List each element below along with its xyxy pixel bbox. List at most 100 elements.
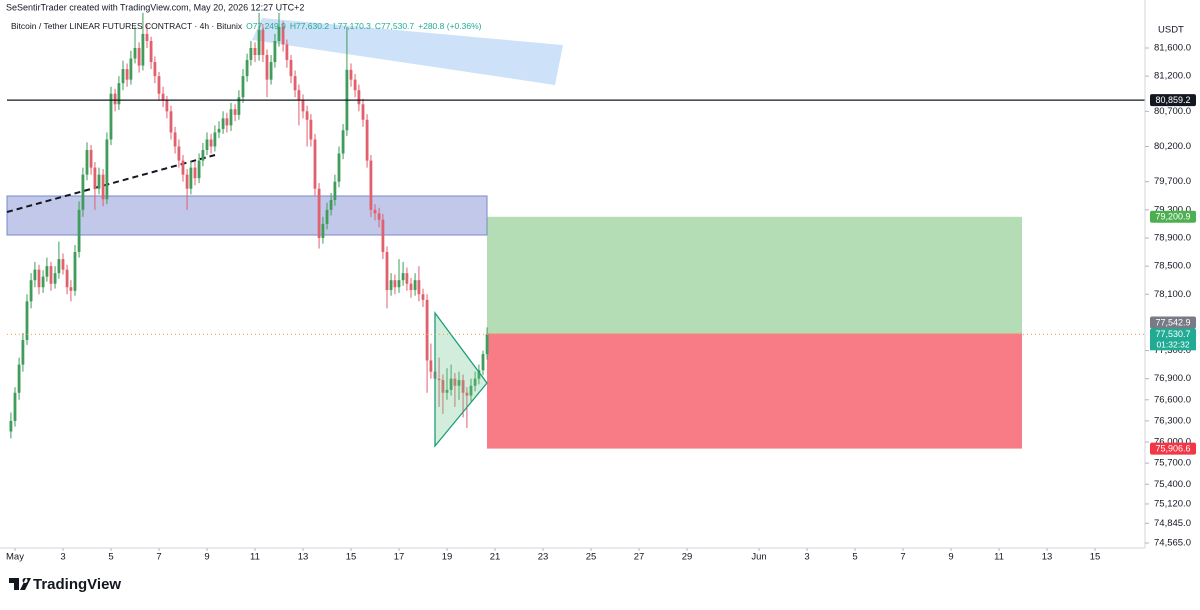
candle-body <box>245 59 249 77</box>
candle-body <box>221 118 225 129</box>
candle-body <box>457 380 461 386</box>
candle-body <box>385 252 389 291</box>
candle-body <box>241 76 245 98</box>
candle-body <box>133 47 137 59</box>
candle-body <box>453 378 457 386</box>
candle-body <box>57 259 61 274</box>
candle-body <box>321 223 325 238</box>
candle-body <box>465 392 469 396</box>
ohlc: O77,249.9 <box>246 21 286 31</box>
price-tag <box>1150 328 1196 341</box>
logo: TradingView <box>9 576 121 593</box>
candle-body <box>37 269 41 288</box>
candle-body <box>129 58 133 80</box>
y-tick-label: 75,700.0 <box>1154 458 1191 469</box>
candle-body <box>309 119 313 140</box>
candle-body <box>33 269 37 281</box>
candle-body <box>329 199 333 210</box>
x-tick-label: 21 <box>490 552 501 563</box>
candle-body <box>445 389 449 393</box>
candle-body <box>29 280 33 302</box>
ohlc: C77,530.7 <box>375 21 414 31</box>
candle-body <box>189 167 193 189</box>
candle-body <box>377 213 381 220</box>
candle-body <box>485 334 489 355</box>
candle-body <box>81 174 85 210</box>
drawings <box>6 18 563 236</box>
candle-body <box>117 83 121 105</box>
logo-icon <box>9 578 31 590</box>
triangle-drawing <box>434 311 488 448</box>
candle-body <box>361 104 365 120</box>
candle-body <box>425 299 429 361</box>
candle-body <box>469 385 473 396</box>
candle-body <box>193 167 197 179</box>
x-tick-label: 5 <box>108 552 113 563</box>
x-tick-label: May <box>6 552 24 563</box>
candle-body <box>69 287 73 291</box>
x-tick-label: 3 <box>60 552 65 563</box>
candle-body <box>373 209 377 214</box>
candle-body <box>437 378 441 381</box>
candle-body <box>169 111 173 133</box>
candle-body <box>77 209 81 253</box>
candle-body <box>273 40 277 63</box>
candle-body <box>461 380 465 393</box>
candle-body <box>229 109 233 126</box>
candle-body <box>181 160 185 175</box>
candle-body <box>233 109 237 115</box>
x-tick-label: 29 <box>682 552 693 563</box>
candle-body <box>61 259 65 270</box>
candle-body <box>45 266 49 277</box>
x-tick-label: 7 <box>900 552 905 563</box>
candle-body <box>157 76 161 94</box>
candle-body <box>41 276 45 288</box>
candle-body <box>317 188 321 238</box>
x-tick-label: 5 <box>852 552 857 563</box>
candle-body <box>277 26 281 41</box>
y-tick-label: 80,700.0 <box>1154 106 1191 117</box>
candle-body <box>393 280 397 288</box>
x-tick-label: 7 <box>156 552 161 563</box>
stop-zone <box>487 333 1022 449</box>
x-tick-label: 25 <box>586 552 597 563</box>
candle-body <box>253 47 257 56</box>
candle-body <box>285 44 289 60</box>
y-tick-label: 80,200.0 <box>1154 141 1191 152</box>
y-tick-label: 76,000.0 <box>1154 437 1191 448</box>
price-tag <box>1150 210 1196 223</box>
candle-body <box>197 160 201 179</box>
axes: 81,600.0 81,200.0 80,700.0 80,200.0 79,700.0… <box>6 43 1191 563</box>
candle-body <box>481 354 485 371</box>
price-tag <box>1150 442 1196 455</box>
y-tick-label: 76,300.0 <box>1154 415 1191 426</box>
x-tick-label: 11 <box>250 552 260 563</box>
candle-body <box>161 93 165 101</box>
trend-line <box>6 154 216 213</box>
candle-body <box>397 280 401 288</box>
candle-body <box>281 26 285 45</box>
brand: TradingView <box>33 576 121 593</box>
candle-body <box>209 139 213 147</box>
y-tick-label: 78,900.0 <box>1154 232 1191 243</box>
change: +280.8 (+0.36%) <box>418 21 481 31</box>
candle-body <box>73 252 77 291</box>
attribution: SeSentirTrader created with TradingView.… <box>6 2 304 12</box>
candle-body <box>165 100 169 112</box>
candle-body <box>21 340 25 365</box>
candle-body <box>173 132 177 147</box>
candle-body <box>305 111 309 120</box>
candle-body <box>93 167 97 189</box>
candle-body <box>213 132 217 147</box>
price-tag-label: 77,530.7 <box>1155 329 1190 339</box>
price-tag-label: 77,542.9 <box>1155 317 1190 327</box>
candle-body <box>85 150 89 175</box>
candle-body <box>417 280 421 295</box>
candle-body <box>441 380 445 393</box>
countdown: 01:32:32 <box>1156 340 1189 350</box>
price-tags: 80,859.2 79,200.9 77,542.9 77,530.701:32:32… <box>1150 94 1196 455</box>
price-tag-label: 80,859.2 <box>1155 95 1190 105</box>
candle-body <box>25 301 29 341</box>
price-tag <box>1150 94 1196 107</box>
